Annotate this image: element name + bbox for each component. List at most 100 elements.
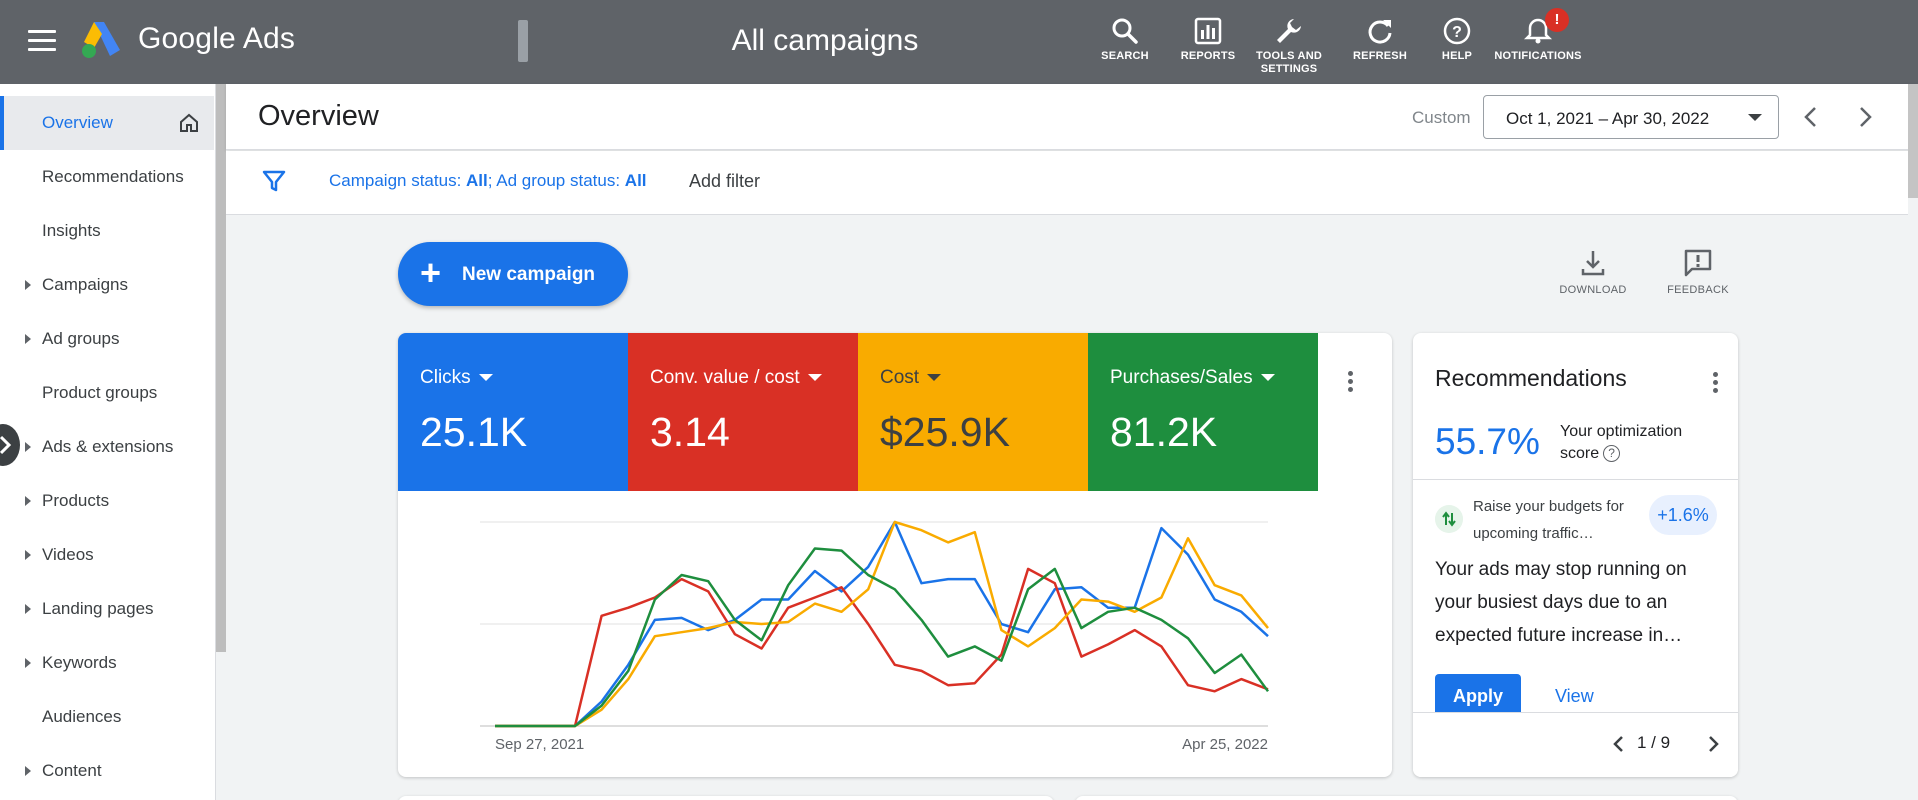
optimization-score-text: Your optimization score xyxy=(1560,423,1683,462)
view-link[interactable]: View xyxy=(1555,686,1594,706)
chart-series-clicks xyxy=(495,520,1269,728)
metric-value: 81.2K xyxy=(1110,409,1218,455)
tools-settings-button[interactable]: TOOLS AND SETTINGS xyxy=(1244,14,1334,76)
chart-series-purchases-sales xyxy=(495,547,1270,728)
recommendations-title: Recommendations xyxy=(1435,365,1627,391)
metric-cost[interactable]: Cost $25.9K xyxy=(858,333,1088,491)
sidebar-item-label: Landing pages xyxy=(42,599,154,618)
caret-right-icon xyxy=(25,442,31,452)
reports-label: REPORTS xyxy=(1180,50,1236,62)
filter-separator: ; xyxy=(487,171,497,190)
add-filter-button[interactable]: Add filter xyxy=(689,171,761,191)
help-button[interactable]: ? HELP xyxy=(1412,14,1502,63)
metric-label: Cost xyxy=(880,367,942,389)
previous-period-button[interactable] xyxy=(1796,102,1826,132)
recommendations-more-options-icon[interactable] xyxy=(1703,369,1727,399)
pager-next-icon[interactable] xyxy=(1703,733,1723,755)
ad-group-status-value: All xyxy=(624,171,647,190)
search-icon xyxy=(1112,18,1138,44)
sidebar-item-product-groups[interactable]: Product groups xyxy=(0,366,214,420)
sidebar-item-videos[interactable]: Videos xyxy=(0,528,214,582)
sidebar-scrollbar[interactable] xyxy=(216,84,226,652)
chart-x-start-label: Sep 27, 2021 xyxy=(495,736,584,753)
sidebar-item-audiences[interactable]: Audiences xyxy=(0,690,214,744)
metric-label: Clicks xyxy=(420,367,493,389)
refresh-button[interactable]: REFRESH xyxy=(1335,14,1425,63)
sidebar-item-products[interactable]: Products xyxy=(0,474,214,528)
campaign-status-label: Campaign status: xyxy=(329,171,467,190)
lower-card-right xyxy=(1075,796,1738,800)
metric-value: 3.14 xyxy=(650,409,730,455)
notification-badge: ! xyxy=(1545,8,1569,32)
recommendations-divider xyxy=(1413,479,1738,480)
apply-button[interactable]: Apply xyxy=(1435,674,1521,718)
sidebar-item-overview[interactable]: Overview xyxy=(0,96,214,150)
notifications-button[interactable]: ! NOTIFICATIONS xyxy=(1493,8,1583,63)
metric-label-text: Conv. value / cost xyxy=(650,367,800,388)
pager-previous-icon[interactable] xyxy=(1609,733,1629,755)
page-heading: All campaigns xyxy=(731,24,919,57)
performance-card: Clicks 25.1K Conv. value / cost 3.14 Cos… xyxy=(398,333,1392,777)
sidebar-collapse-toggle[interactable] xyxy=(0,424,20,466)
performance-more-options-icon[interactable] xyxy=(1338,368,1362,398)
sidebar-item-content[interactable]: Content xyxy=(0,744,214,798)
recommendations-footer: 1 / 9 xyxy=(1413,712,1738,777)
product-name: Google Ads xyxy=(138,22,296,55)
sidebar-item-insights[interactable]: Insights xyxy=(0,204,214,258)
home-icon xyxy=(180,113,198,132)
caret-right-icon xyxy=(25,658,31,668)
svg-text:?: ? xyxy=(1452,24,1462,41)
notifications-label: NOTIFICATIONS xyxy=(1494,50,1582,62)
feedback-button[interactable]: FEEDBACK xyxy=(1652,248,1744,296)
caret-right-icon xyxy=(25,496,31,506)
caret-down-icon xyxy=(927,374,942,382)
sidebar-item-keywords[interactable]: Keywords xyxy=(0,636,214,690)
caret-down-icon xyxy=(1748,114,1762,121)
sidebar-item-ad-groups[interactable]: Ad groups xyxy=(0,312,214,366)
recommendation-description: Your ads may stop running on your busies… xyxy=(1435,559,1687,646)
caret-right-icon xyxy=(25,766,31,776)
sidebar-item-label: Videos xyxy=(42,545,94,564)
caret-down-icon xyxy=(1260,374,1275,382)
search-button[interactable]: SEARCH xyxy=(1080,14,1170,63)
recommendations-pager: 1 / 9 xyxy=(1637,733,1671,752)
sidebar-item-label: Product groups xyxy=(42,383,158,402)
reports-icon xyxy=(1194,17,1222,45)
refresh-icon xyxy=(1368,20,1392,44)
feedback-icon xyxy=(1684,249,1712,277)
account-divider xyxy=(518,20,528,62)
sidebar-item-landing-pages[interactable]: Landing pages xyxy=(0,582,214,636)
campaign-status-value: All xyxy=(466,171,488,190)
chevron-right-icon xyxy=(0,435,12,455)
sidebar-item-label: Audiences xyxy=(42,707,122,726)
recommendations-card: Recommendations 55.7% Your optimization … xyxy=(1413,333,1738,777)
next-period-button[interactable] xyxy=(1850,102,1880,132)
feedback-label: FEEDBACK xyxy=(1667,284,1729,296)
filter-icon[interactable] xyxy=(262,169,286,193)
date-range-select[interactable]: Oct 1, 2021 – Apr 30, 2022 xyxy=(1483,95,1779,139)
lower-card-left xyxy=(398,796,1054,800)
sidebar-item-label: Content xyxy=(42,761,102,780)
download-button[interactable]: DOWNLOAD xyxy=(1547,248,1639,296)
metric-clicks[interactable]: Clicks 25.1K xyxy=(398,333,628,491)
recommendation-tip: Raise your budgets for upcoming traffic… xyxy=(1473,498,1624,542)
sidebar-item-campaigns[interactable]: Campaigns xyxy=(0,258,214,312)
main-scrollbar[interactable] xyxy=(1908,84,1918,198)
new-campaign-button[interactable]: + New campaign xyxy=(398,242,628,306)
help-label: HELP xyxy=(1441,50,1473,62)
metric-label-text: Cost xyxy=(880,367,920,388)
active-filters[interactable]: Campaign status: All; Ad group status: A… xyxy=(329,171,647,191)
sidebar-item-ads-extensions[interactable]: Ads & extensions xyxy=(0,420,214,474)
caret-right-icon xyxy=(25,280,31,290)
metric-value: $25.9K xyxy=(880,409,1010,455)
sidebar-item-label: Ad groups xyxy=(42,329,120,348)
sidebar-item-recommendations[interactable]: Recommendations xyxy=(0,150,214,204)
metric-purchases-sales[interactable]: Purchases/Sales 81.2K xyxy=(1088,333,1318,491)
question-icon[interactable]: ? xyxy=(1603,445,1621,463)
menu-icon[interactable] xyxy=(28,30,56,52)
metric-conv-value-cost[interactable]: Conv. value / cost 3.14 xyxy=(628,333,858,491)
reports-button[interactable]: REPORTS xyxy=(1163,14,1253,63)
overview-header: Overview Custom Oct 1, 2021 – Apr 30, 20… xyxy=(226,84,1918,150)
caret-down-icon xyxy=(807,374,822,382)
sidebar-item-label: Recommendations xyxy=(42,167,184,186)
